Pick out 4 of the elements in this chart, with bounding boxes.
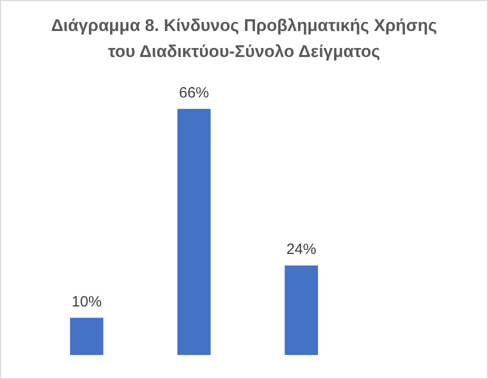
- data-label: 66%: [178, 84, 210, 102]
- data-label: 24%: [286, 241, 316, 258]
- chart-title: Διάγραμμα 8. Κίνδυνος Προβληματικής Χρήσης του Διαδικτύου-Σύνολο Δείγματος: [51, 15, 437, 63]
- data-label: 10%: [72, 293, 102, 310]
